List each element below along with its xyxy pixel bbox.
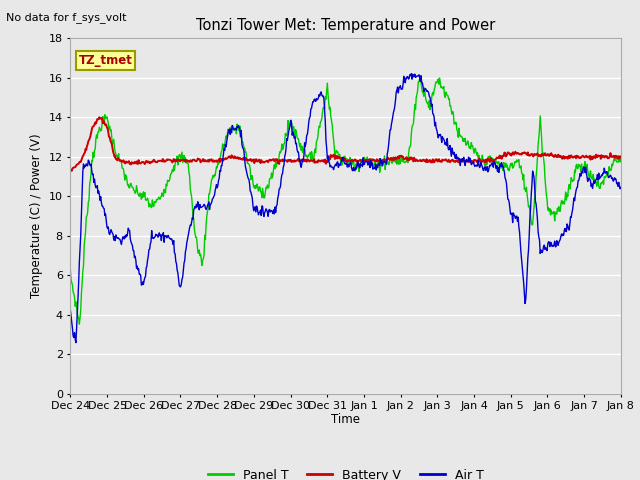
Battery V [617, 154, 625, 159]
Text: TZ_tmet: TZ_tmet [79, 54, 132, 67]
Air T [408, 71, 415, 76]
Battery V [542, 153, 550, 158]
Line: Air T: Air T [70, 73, 621, 343]
Panel T [387, 155, 395, 160]
Battery V [67, 168, 74, 173]
Air T [387, 127, 395, 132]
Legend: Panel T, Battery V, Air T: Panel T, Battery V, Air T [203, 464, 488, 480]
Y-axis label: Temperature (C) / Power (V): Temperature (C) / Power (V) [30, 134, 43, 298]
Panel T [485, 159, 493, 165]
Panel T [101, 112, 109, 118]
Air T [542, 245, 550, 251]
Air T [419, 80, 426, 86]
Battery V [419, 157, 426, 163]
Panel T [401, 159, 409, 165]
X-axis label: Time: Time [331, 413, 360, 426]
Battery V [402, 156, 410, 161]
Air T [485, 164, 493, 169]
Battery V [95, 114, 103, 120]
Title: Tonzi Tower Met: Temperature and Power: Tonzi Tower Met: Temperature and Power [196, 18, 495, 33]
Panel T [419, 89, 426, 95]
Panel T [542, 185, 550, 191]
Panel T [417, 75, 424, 81]
Text: No data for f_sys_volt: No data for f_sys_volt [6, 12, 127, 23]
Battery V [388, 155, 396, 161]
Line: Panel T: Panel T [70, 78, 621, 324]
Air T [617, 184, 625, 190]
Battery V [102, 122, 109, 128]
Battery V [68, 168, 76, 174]
Air T [72, 340, 80, 346]
Air T [401, 80, 409, 85]
Air T [67, 308, 74, 313]
Air T [101, 213, 109, 218]
Panel T [67, 267, 74, 273]
Line: Battery V: Battery V [70, 117, 621, 171]
Panel T [76, 321, 83, 327]
Battery V [485, 157, 493, 163]
Panel T [617, 156, 625, 161]
